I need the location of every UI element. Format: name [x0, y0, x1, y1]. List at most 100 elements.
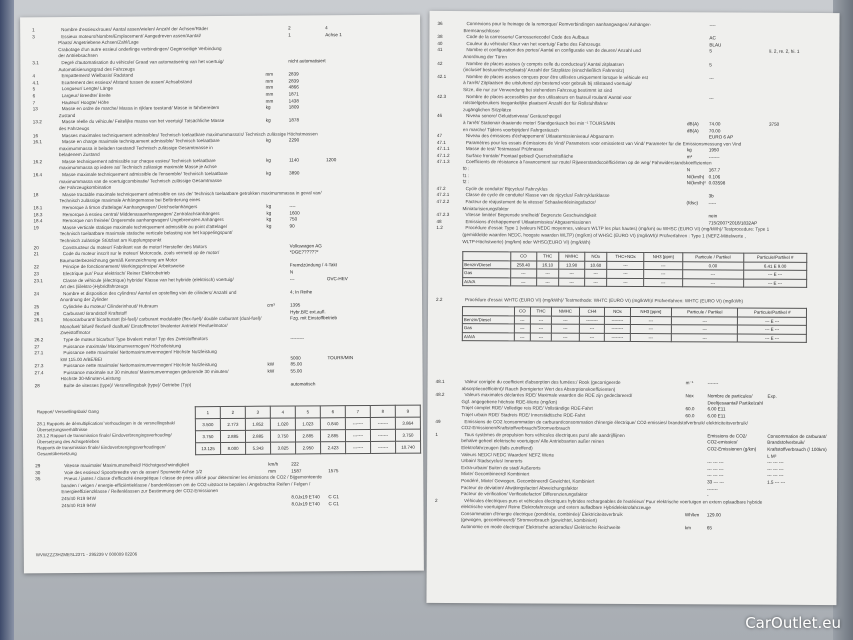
table-cell: ---	[551, 315, 580, 325]
header-cell: NMHC	[551, 307, 580, 316]
table-cell: 3.500	[195, 418, 221, 431]
table-cell: 2.950	[295, 441, 321, 454]
table-cell: ---	[558, 269, 585, 278]
table-cell: A/A/A	[462, 277, 511, 286]
table-cell: --- E ---	[737, 316, 807, 326]
table-cell: 1.023	[295, 417, 321, 430]
table-cell: A/A/A	[462, 332, 514, 341]
table-row: 13.125 8.000 5.343 3.825 2.950 2.423 ------- --…	[195, 441, 421, 455]
item-label: Autonomie en mode électrique/ Elektrisch…	[460, 524, 621, 530]
table-cell: ---	[644, 261, 683, 270]
table-cell: --------	[604, 324, 631, 333]
table-cell: 6.41 E 9.00	[743, 261, 807, 271]
table-cell: ---	[630, 324, 672, 334]
table-cell: --- E ---	[743, 278, 807, 288]
table-cell: 16.10	[536, 260, 559, 270]
table-cell: ---	[558, 277, 585, 287]
header-cell: 9	[395, 405, 421, 418]
table-cell: ---	[536, 268, 559, 278]
item-number: 28	[34, 383, 40, 389]
table-cell: Benzin/Diesel	[462, 260, 511, 269]
table-cell: ---	[510, 268, 537, 278]
table-cell: ---	[584, 277, 607, 287]
header-cell	[462, 251, 511, 261]
spec-row: 28 Boîte de vitesses (type)/ Versnellings…	[23, 381, 423, 390]
table-cell: ---	[536, 277, 559, 287]
document-footer-code: WVWZZZ3HZMESL2371 - 295239 V 000009 0220…	[35, 551, 138, 558]
header-cell: 4	[270, 405, 296, 419]
watermark-logo: CarOutlet.eu	[745, 614, 841, 632]
header-cell: 3	[245, 406, 271, 419]
item-label: WLTP-Höchstwerte) (mg/km) oder WHSC(EURO…	[462, 238, 591, 245]
gear-row-label: Rapports de transmission finale/ Eindove…	[37, 444, 166, 456]
table-cell: ---	[644, 278, 683, 287]
table-cell: 2.423	[320, 441, 346, 454]
table-cell: Benzin/Diesel	[462, 315, 515, 324]
table-cell: 0.00	[682, 261, 744, 271]
header-cell: 8	[370, 405, 396, 418]
header-cell	[462, 306, 515, 316]
header-cell: NH3 [ppm]	[630, 307, 672, 317]
table-cell: -------	[370, 417, 396, 430]
table-cell: -------	[345, 417, 371, 430]
table-cell: ---	[606, 269, 645, 279]
header-cell: NH3 [ppm]	[644, 252, 683, 262]
table-cell: ---	[671, 316, 738, 326]
right-rows: 36 Connexions pour le freinage de la remo…	[428, 21, 839, 247]
table-cell: 3.750	[270, 429, 296, 443]
left-rows-after: 29 Vitesse maximale/ Maximumsnelheid/ Höc…	[23, 461, 423, 510]
table-cell: ---	[551, 324, 580, 333]
header-cell: Particule / Partikel	[682, 252, 744, 262]
table-cell: ---	[530, 323, 552, 333]
emissions-table: CO THC NMHC CH4 NOx NH3 [ppm] Particule / Part…	[462, 306, 807, 343]
item-value-2: C C1	[328, 500, 339, 506]
gear-ratio-table: 1 2 3 4 5 6 7 8 9 3.500 2.773 1.852 1.020 1.023 0.840-…	[195, 405, 421, 456]
table-cell: ---	[513, 323, 531, 333]
spec-row: Autonomie en mode électrique/ Elektrisch…	[427, 524, 837, 533]
item-label: Boîte de vitesses (type)/ Versnellingsba…	[63, 382, 192, 389]
table-cell: ---	[551, 332, 580, 342]
header-cell: CH4	[579, 307, 605, 316]
header-cell: 7	[345, 405, 371, 418]
table-cell: ---	[579, 332, 605, 342]
table-cell: -------	[370, 441, 396, 454]
table-cell: Gas	[462, 323, 515, 333]
spec-row: 245/40 R19 94W 8.0Jx19 ET40 C C1	[23, 500, 423, 509]
header-cell: CO	[514, 306, 531, 316]
header-cell: Particule / Partikel	[671, 307, 738, 317]
table-cell: ---	[630, 332, 672, 342]
table-cell: ---	[671, 324, 738, 334]
item-value: automatisch	[290, 381, 316, 387]
table-cell: 258.40	[510, 260, 537, 269]
table-cell: --------	[579, 315, 605, 325]
table-cell: 1.020	[270, 417, 296, 431]
table-cell: ---	[510, 277, 537, 286]
table-cell: -------	[345, 441, 371, 454]
left-document-page: 1 Nombre d'essieux/roues/ Aantal assen/wi…	[20, 14, 424, 574]
table2-title: Procédure d'essai: WHTC (EURO VI) (mg/kW…	[465, 297, 744, 304]
table-cell: 3.825	[270, 441, 296, 455]
table-cell: --------	[604, 332, 631, 342]
header-cell: 2	[220, 406, 246, 419]
right-document-page: 36 Connexions pour le freinage de la remo…	[426, 10, 840, 606]
table-cell: 2.885	[245, 430, 271, 443]
table-row: A/A/A --- --- --- --- --- --- --- --- E ---	[462, 277, 807, 288]
table-cell: 1.852	[245, 418, 271, 431]
table-cell: 3.750	[395, 429, 421, 442]
header-cell: THC	[536, 251, 559, 261]
header-cell: 5	[295, 405, 321, 418]
emissions-table-1-block: CO THC NMHC NOx THC+NOx NH3 [ppm] Particule / …	[428, 251, 838, 288]
item-value: 65	[706, 525, 712, 531]
spec-row: WLTP-Höchstwerte) (mg/km) oder WHSC(EURO…	[428, 239, 838, 248]
gear-row-label: Rapport/ Versnellingsbak/ Gang	[36, 408, 99, 415]
table-cell: ---	[584, 269, 607, 278]
table-cell: ---	[530, 332, 552, 342]
table-cell: 10.740	[395, 441, 421, 454]
item-value: 8.0Jx19 ET40	[291, 500, 320, 507]
table-cell: ---	[579, 324, 605, 333]
header-cell: Particule/Partikel #	[743, 253, 807, 262]
header-cell: NOx	[584, 252, 607, 261]
item-unit: km	[684, 525, 691, 531]
table-cell: 2.885	[295, 429, 321, 442]
table-cell: 13.90	[558, 260, 585, 270]
